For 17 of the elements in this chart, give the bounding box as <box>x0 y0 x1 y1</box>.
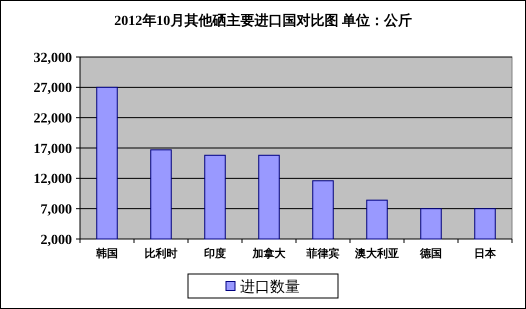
y-tick-label: 7,000 <box>40 202 72 218</box>
y-tick-label: 22,000 <box>34 112 72 127</box>
x-tick-label: 比利时 <box>144 247 178 260</box>
x-tick-label: 菲律宾 <box>306 247 340 260</box>
y-tick-label: 12,000 <box>34 172 72 188</box>
y-tick-label: 27,000 <box>34 81 72 96</box>
x-tick-label: 加拿大 <box>252 247 286 260</box>
x-tick-label: 日本 <box>474 247 497 260</box>
x-tick-label: 印度 <box>204 247 226 260</box>
legend-label: 进口数量 <box>240 277 300 296</box>
y-tick-label: 2,000 <box>40 232 72 248</box>
x-tick-label: 德国 <box>419 247 442 260</box>
y-tick-label: 32,000 <box>34 50 72 66</box>
chart-title: 2012年10月其他硒主要进口国对比图 单位：公斤 <box>114 12 412 29</box>
x-tick-label: 澳大利亚 <box>354 247 399 260</box>
y-tick-label: 17,000 <box>34 142 72 157</box>
x-tick-label: 韩国 <box>95 247 118 260</box>
